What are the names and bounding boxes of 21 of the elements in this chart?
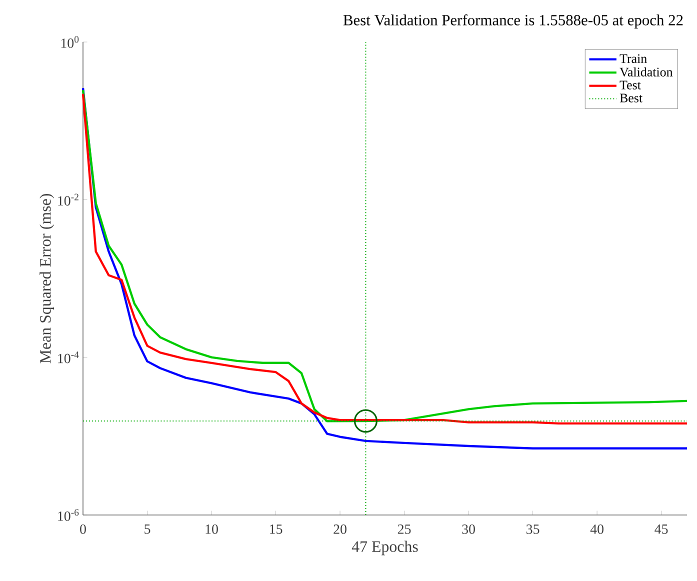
x-tick-label: 20 [334, 524, 346, 534]
x-tick-label: 25 [398, 524, 411, 534]
legend-label: Best [620, 94, 642, 102]
y-tick-label: 10$^{-4}$ [58, 351, 79, 364]
y-tick-label: 10$^{-2}$ [58, 194, 78, 206]
x-tick-label: 30 [462, 524, 475, 534]
chart-title: Best Validation Performance is 1.5588e-05 at epoch 22 [343, 14, 683, 29]
y-tick-label: 10$^{0}$ [61, 36, 79, 48]
x-tick-label: 45 [654, 524, 668, 534]
x-tick-label: 15 [270, 524, 282, 534]
x-tick-label: 35 [526, 524, 540, 534]
x-tick-label: 0 [80, 524, 86, 534]
x-axis-title: 47 Epochs [352, 540, 418, 556]
legend-label: Test [620, 80, 641, 90]
x-tick-label: 10 [206, 524, 218, 534]
y-tick-label: 10$^{-6}$ [58, 509, 79, 521]
legend-label: Validation [620, 67, 673, 77]
y-axis-title: Mean Squared Error (mse) [40, 194, 54, 364]
x-tick-label: 5 [144, 524, 150, 534]
legend-label: Train [620, 54, 647, 63]
x-tick-label: 40 [590, 524, 604, 534]
